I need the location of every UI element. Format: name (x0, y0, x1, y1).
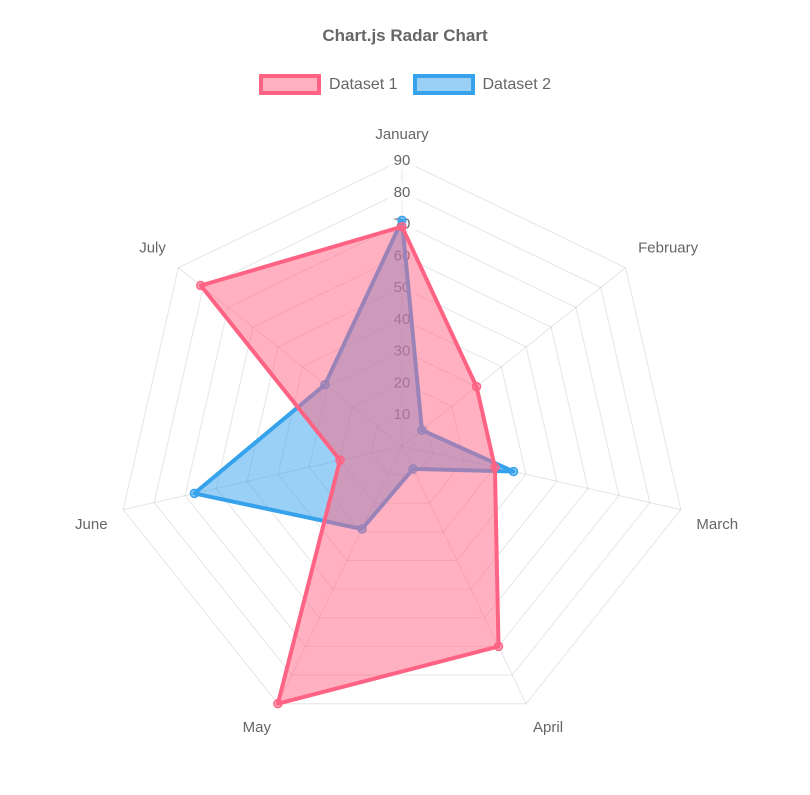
axis-label-march: March (696, 516, 738, 533)
axis-label-june: June (75, 516, 108, 533)
dataset-1-point (493, 641, 504, 652)
dataset-2-point (189, 488, 200, 499)
grid-ring (122, 159, 682, 705)
dataset-1-point (196, 280, 206, 291)
legend-swatch-dataset-1 (259, 74, 322, 95)
legend-label-dataset-1: Dataset 1 (329, 75, 398, 93)
legend: Dataset 1 Dataset 2 (0, 74, 810, 95)
legend-item-dataset-1[interactable]: Dataset 1 (259, 74, 398, 95)
legend-swatch-dataset-2 (412, 74, 475, 95)
tick-backdrop (388, 150, 416, 170)
legend-item-dataset-2[interactable]: Dataset 2 (412, 74, 551, 95)
axis-label-february: February (638, 240, 699, 257)
dataset-1-point (471, 381, 482, 392)
dataset-1-point (397, 221, 407, 232)
grid-ring (153, 191, 651, 676)
dataset-1-point (273, 698, 283, 709)
tick-label: 80 (394, 184, 411, 201)
chart-title: Chart.js Radar Chart (322, 26, 488, 45)
legend-label-dataset-2: Dataset 2 (482, 75, 551, 93)
axis-label-july: July (139, 240, 166, 257)
tick-label: 90 (394, 152, 411, 169)
dataset-1-point (335, 455, 345, 465)
axis-label-april: April (533, 719, 563, 736)
tick-backdrop (388, 182, 416, 202)
dataset-2-point (508, 466, 519, 477)
axis-label-january: January (375, 126, 429, 143)
axis-label-may: May (243, 719, 272, 736)
dataset-1-point (490, 462, 500, 472)
dataset-1-polygon (198, 224, 501, 706)
